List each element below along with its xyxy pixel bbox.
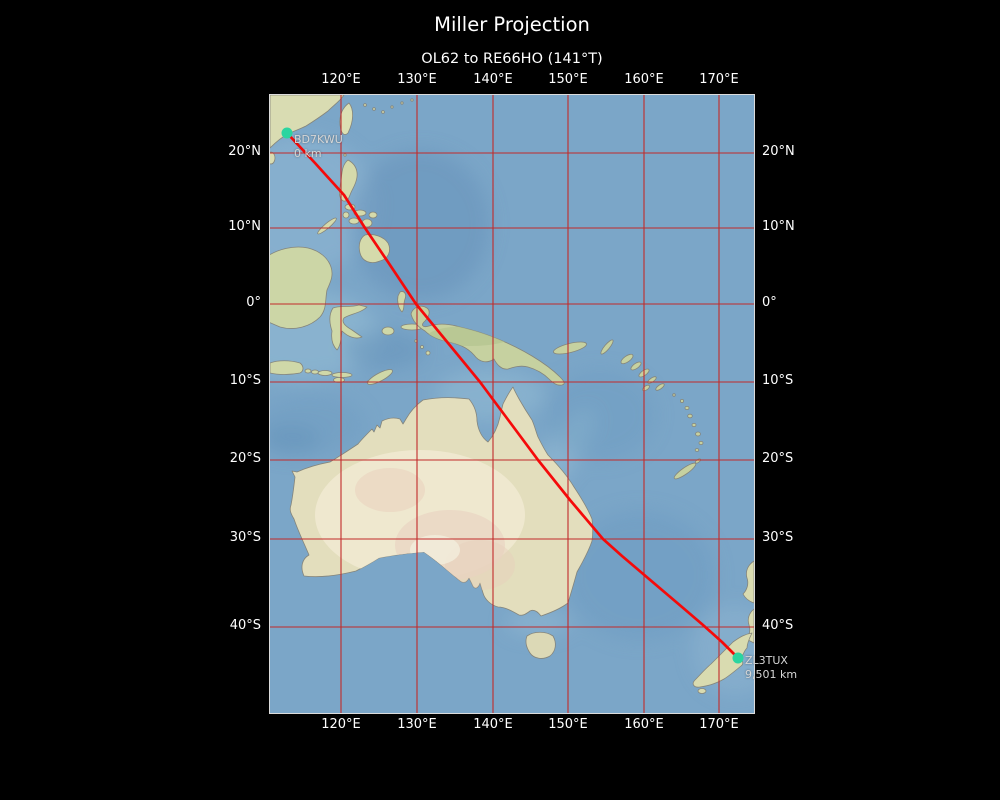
graticule xyxy=(270,95,754,713)
landmass-buru xyxy=(381,326,395,336)
end-marker-distance: 9,501 km xyxy=(745,668,798,681)
landmass-mindanao xyxy=(358,234,390,263)
landmass-borneo xyxy=(270,246,333,329)
tick-top-150e: 150°E xyxy=(548,72,588,87)
lesser-sunda-islands xyxy=(304,368,393,385)
ryukyu-islands xyxy=(343,98,414,164)
landmasses xyxy=(270,95,754,694)
great-circle-route xyxy=(285,131,740,660)
landmass-nz-north-island xyxy=(742,560,754,604)
tick-left-20n: 20°N xyxy=(228,144,261,159)
map-title: Miller Projection xyxy=(434,13,590,36)
tick-top-140e: 140°E xyxy=(473,72,513,87)
tick-left-30s: 30°S xyxy=(229,530,261,545)
tick-right-20n: 20°N xyxy=(762,144,795,159)
map-canvas xyxy=(270,95,754,713)
tick-bottom-140e: 140°E xyxy=(473,717,513,732)
landmass-java xyxy=(270,360,304,375)
tick-top-170e: 170°E xyxy=(699,72,739,87)
landmass-hainan xyxy=(270,151,276,165)
tick-top-130e: 130°E xyxy=(397,72,437,87)
tick-top-160e: 160°E xyxy=(624,72,664,87)
end-marker-dot xyxy=(732,652,744,664)
tick-right-0: 0° xyxy=(762,295,777,310)
tick-left-10s: 10°S xyxy=(229,373,261,388)
tick-right-40s: 40°S xyxy=(762,618,794,633)
tick-right-30s: 30°S xyxy=(762,530,794,545)
tick-bottom-150e: 150°E xyxy=(548,717,588,732)
landmass-tasmania xyxy=(525,631,556,659)
landmass-sulawesi xyxy=(329,304,368,351)
landmass-stewart-island xyxy=(697,688,707,694)
map-subtitle: OL62 to RE66HO (141°T) xyxy=(421,51,603,67)
landmass-china-coast xyxy=(270,95,345,149)
vanuatu-islands xyxy=(684,405,704,452)
end-marker-callsign: ZL3TUX xyxy=(745,654,788,667)
start-marker-distance: 0 km xyxy=(294,147,322,160)
tick-bottom-130e: 130°E xyxy=(397,717,437,732)
landmass-new-britain xyxy=(553,341,587,355)
tick-left-10n: 10°N xyxy=(228,219,261,234)
end-marker-label: ZL3TUX 9,501 km xyxy=(745,654,797,682)
start-marker-callsign: BD7KWU xyxy=(294,133,343,146)
solomon-islands xyxy=(620,353,684,403)
landmass-nz-south-island xyxy=(692,632,753,688)
landmass-new-guinea xyxy=(410,305,565,386)
tick-left-0: 0° xyxy=(246,295,261,310)
start-marker-dot xyxy=(281,127,293,139)
tick-left-20s: 20°S xyxy=(229,451,261,466)
tick-top-120e: 120°E xyxy=(321,72,361,87)
tick-left-40s: 40°S xyxy=(229,618,261,633)
map-frame xyxy=(269,94,755,714)
landmass-taiwan xyxy=(339,102,354,135)
tick-bottom-120e: 120°E xyxy=(321,717,361,732)
tick-bottom-160e: 160°E xyxy=(624,717,664,732)
tick-right-20s: 20°S xyxy=(762,451,794,466)
tick-right-10n: 10°N xyxy=(762,219,795,234)
tick-right-10s: 10°S xyxy=(762,373,794,388)
landmass-halmahera xyxy=(397,291,407,313)
landmass-new-ireland xyxy=(600,339,614,355)
tick-bottom-170e: 170°E xyxy=(699,717,739,732)
start-marker-label: BD7KWU 0 km xyxy=(294,133,343,161)
